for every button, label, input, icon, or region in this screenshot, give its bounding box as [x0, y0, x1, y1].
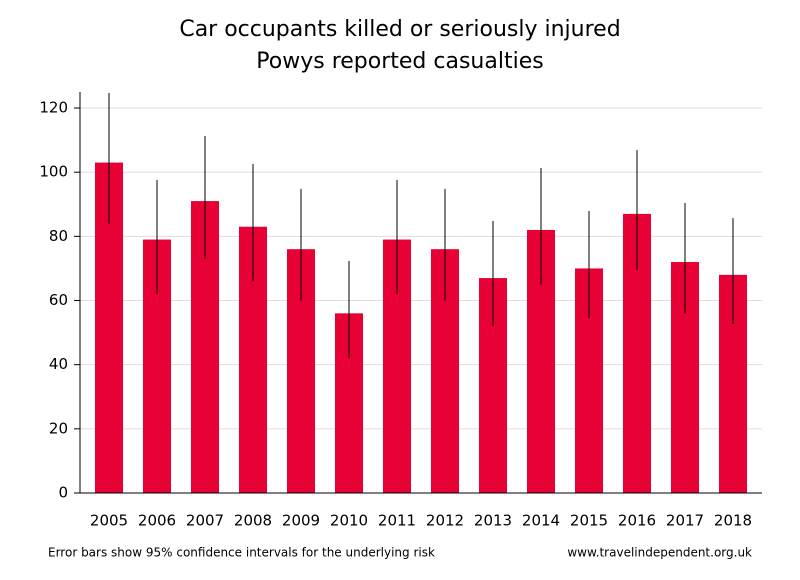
- x-tick-label: 2005: [90, 512, 128, 530]
- x-tick-label: 2017: [666, 512, 704, 530]
- y-tick-label: 40: [49, 355, 68, 373]
- chart-subtitle: Powys reported casualties: [256, 49, 543, 74]
- x-tick-label: 2009: [282, 512, 320, 530]
- x-tick-label: 2006: [138, 512, 176, 530]
- note: Error bars show 95% confidence intervals…: [48, 546, 435, 560]
- x-tick-label: 2008: [234, 512, 272, 530]
- x-tick-label: 2013: [474, 512, 512, 530]
- x-tick-label: 2012: [426, 512, 464, 530]
- x-tick-label: 2007: [186, 512, 224, 530]
- x-tick-label: 2010: [330, 512, 368, 530]
- y-tick-label: 0: [58, 484, 68, 502]
- x-tick-label: 2014: [522, 512, 560, 530]
- chart-title: Car occupants killed or seriously injure…: [179, 17, 620, 42]
- x-tick-label: 2016: [618, 512, 656, 530]
- y-tick-label: 120: [39, 99, 68, 117]
- y-tick-label: 100: [39, 163, 68, 181]
- y-tick-label: 20: [49, 419, 68, 437]
- x-tick-label: 2011: [378, 512, 416, 530]
- x-tick-label: 2018: [714, 512, 752, 530]
- y-tick-label: 80: [49, 227, 68, 245]
- source: www.travelindependent.org.uk: [567, 546, 752, 560]
- y-tick-label: 60: [49, 291, 68, 309]
- x-tick-label: 2015: [570, 512, 608, 530]
